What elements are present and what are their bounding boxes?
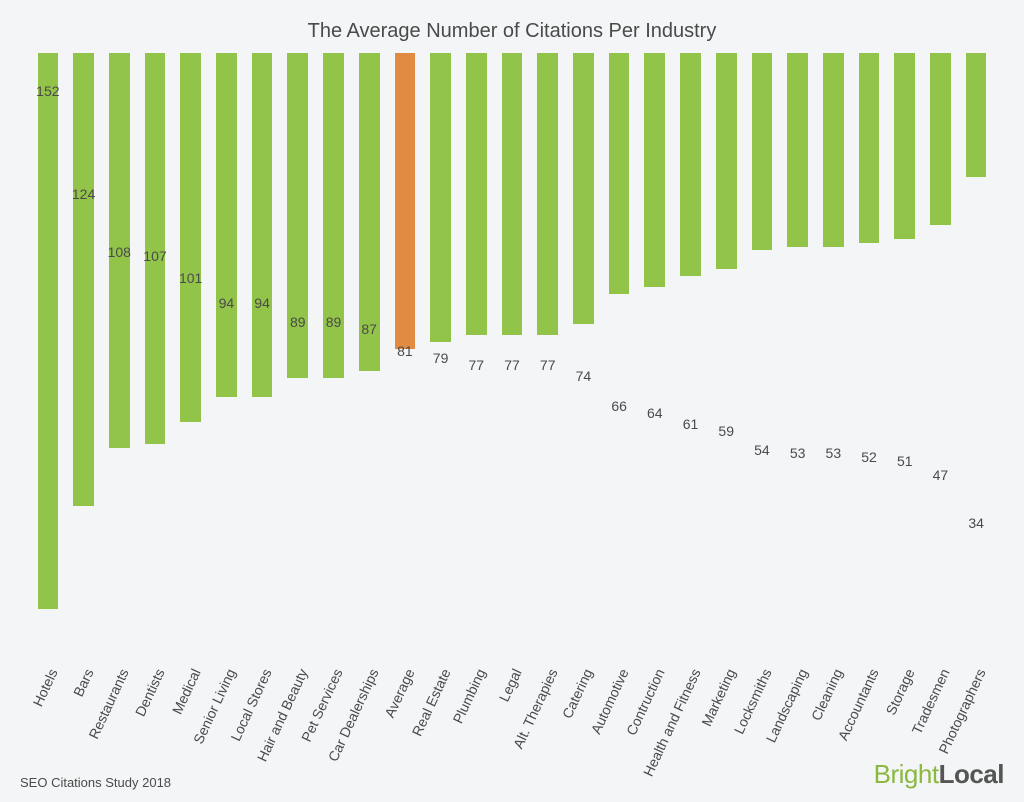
bar [287, 53, 308, 378]
bar-column: 94 [244, 53, 280, 663]
bar-value-label: 74 [566, 368, 602, 384]
bar [216, 53, 237, 397]
category-label: Average [381, 666, 417, 720]
bar-value-label: 61 [673, 416, 709, 432]
bar-column: 152 [30, 53, 66, 663]
bar-value-label: 47 [923, 467, 959, 483]
bar-column: 108 [101, 53, 137, 663]
bar-value-label: 77 [494, 357, 530, 373]
bar-column: 89 [316, 53, 352, 663]
bar [859, 53, 880, 243]
bar-column: 74 [566, 53, 602, 663]
brand-part2: Local [939, 759, 1004, 789]
bar-column: 34 [958, 53, 994, 663]
bar-value-label: 94 [244, 295, 280, 311]
category-label: Bars [70, 666, 97, 699]
bar-column: 66 [601, 53, 637, 663]
bar [537, 53, 558, 335]
bar-value-label: 81 [387, 343, 423, 359]
bar [787, 53, 808, 247]
bar [252, 53, 273, 397]
bar-column: 51 [887, 53, 923, 663]
bar [38, 53, 59, 609]
bar-column: 79 [423, 53, 459, 663]
plot-area: 1521241081071019494898987817977777774666… [20, 53, 1004, 663]
bar-value-label: 64 [637, 405, 673, 421]
bar-column: 81 [387, 53, 423, 663]
bar-value-label: 79 [423, 350, 459, 366]
category-label: Legal [496, 666, 525, 704]
bar [502, 53, 523, 335]
bar [573, 53, 594, 324]
bar-value-label: 94 [209, 295, 245, 311]
bar-column: 94 [209, 53, 245, 663]
bar-value-label: 77 [530, 357, 566, 373]
chart-container: The Average Number of Citations Per Indu… [0, 0, 1024, 802]
bar-column: 124 [66, 53, 102, 663]
bar-value-label: 66 [601, 398, 637, 414]
bar-value-label: 52 [851, 449, 887, 465]
bar-value-label: 53 [780, 445, 816, 461]
bar-value-label: 107 [137, 248, 173, 264]
bar-column: 52 [851, 53, 887, 663]
bar-column: 89 [280, 53, 316, 663]
bar-column: 53 [815, 53, 851, 663]
bar [466, 53, 487, 335]
bar-column: 107 [137, 53, 173, 663]
bar [395, 53, 416, 349]
bar-value-label: 87 [351, 321, 387, 337]
bar [430, 53, 451, 342]
bar-value-label: 101 [173, 270, 209, 286]
bar [680, 53, 701, 276]
bar [644, 53, 665, 287]
category-label: Dentists [132, 666, 168, 719]
footnote: SEO Citations Study 2018 [20, 775, 171, 790]
bar [609, 53, 630, 294]
chart-title: The Average Number of Citations Per Indu… [20, 20, 1004, 43]
bar-value-label: 152 [30, 83, 66, 99]
category-label: Catering [559, 666, 596, 721]
bar [894, 53, 915, 239]
bar-value-label: 77 [458, 357, 494, 373]
bar-column: 54 [744, 53, 780, 663]
bar-column: 59 [708, 53, 744, 663]
bar-column: 77 [458, 53, 494, 663]
bar-value-label: 59 [708, 423, 744, 439]
bar-value-label: 89 [316, 314, 352, 330]
bar-column: 47 [923, 53, 959, 663]
bar [752, 53, 773, 250]
bar-value-label: 54 [744, 442, 780, 458]
category-label: Storage [882, 666, 917, 717]
bar-value-label: 108 [101, 244, 137, 260]
bar-column: 101 [173, 53, 209, 663]
chart-footer: SEO Citations Study 2018 BrightLocal [20, 759, 1004, 790]
category-label: Hotels [29, 666, 60, 709]
category-label: Medical [168, 666, 203, 716]
bar-value-label: 89 [280, 314, 316, 330]
bar-value-label: 53 [815, 445, 851, 461]
bar-column: 77 [494, 53, 530, 663]
bar [930, 53, 951, 225]
bar-column: 61 [673, 53, 709, 663]
bar [323, 53, 344, 378]
bar [180, 53, 201, 422]
bar-column: 87 [351, 53, 387, 663]
bar-column: 77 [530, 53, 566, 663]
bar-value-label: 124 [66, 186, 102, 202]
brand-logo: BrightLocal [874, 759, 1004, 790]
brand-part1: Bright [874, 759, 939, 789]
bar-value-label: 34 [958, 515, 994, 531]
bar [73, 53, 94, 506]
bar-column: 53 [780, 53, 816, 663]
bar [823, 53, 844, 247]
bar-value-label: 51 [887, 453, 923, 469]
bars-wrap: 1521241081071019494898987817977777774666… [30, 53, 994, 663]
bar [716, 53, 737, 269]
bar-column: 64 [637, 53, 673, 663]
bar [966, 53, 987, 177]
